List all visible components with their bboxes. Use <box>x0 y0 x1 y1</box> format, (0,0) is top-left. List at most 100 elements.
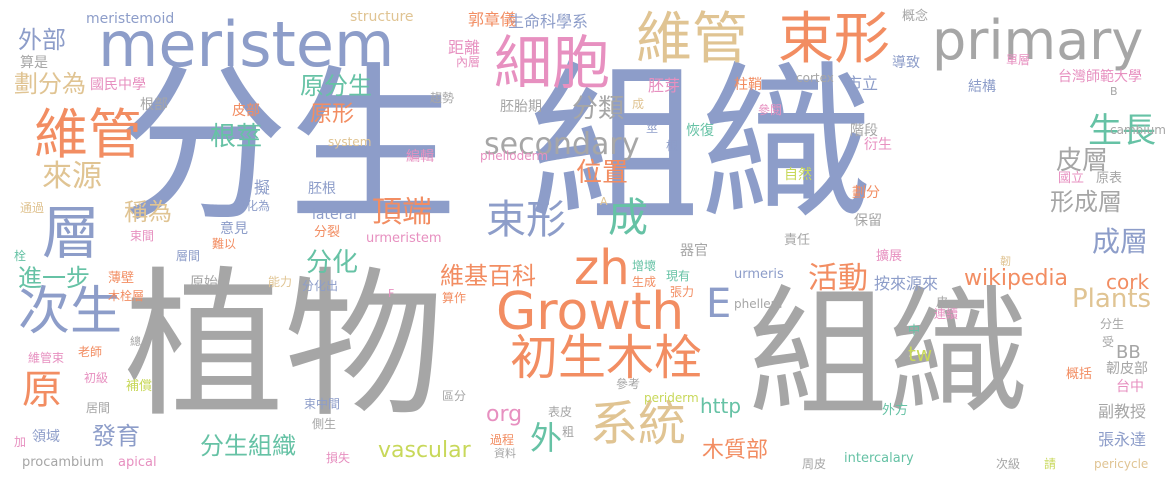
word: 表皮 <box>548 405 573 419</box>
word: wikipedia <box>964 266 1069 291</box>
word: 維基百科 <box>440 262 536 290</box>
word: secondary <box>484 127 640 162</box>
word: 位置 <box>576 158 629 188</box>
word: 原表 <box>1096 171 1123 186</box>
word: 韌 <box>1000 255 1011 268</box>
word: 成 <box>608 195 648 241</box>
word: Growth <box>496 282 685 342</box>
word: 皮部 <box>232 103 260 119</box>
word: zh <box>574 240 630 296</box>
word: 束形 <box>486 197 566 243</box>
word: 國立 <box>1058 171 1085 186</box>
word: 植物 <box>124 252 445 439</box>
word: 自然 <box>784 167 812 183</box>
word: 細胞 <box>494 29 611 97</box>
word: 木質部 <box>702 438 769 463</box>
word: 分生組織 <box>200 432 296 460</box>
word: 過程 <box>490 433 515 447</box>
word: urmeristem <box>366 231 442 246</box>
word: intercalary <box>844 451 914 466</box>
word: 木栓層 <box>108 289 145 303</box>
word: 根部 <box>140 97 168 113</box>
word: structure <box>350 9 414 25</box>
word: 請 <box>1044 457 1057 471</box>
word: 分裂 <box>314 225 341 240</box>
word: 原分生 <box>300 72 372 100</box>
word: 單層 <box>1006 53 1031 67</box>
word: 胚芽 <box>648 76 681 95</box>
word: 束中間 <box>304 397 341 411</box>
word: 加 <box>14 435 27 449</box>
word: 生成 <box>632 275 657 289</box>
word: 束形 <box>778 7 890 72</box>
word: org <box>486 402 523 427</box>
word: 根 <box>666 139 679 153</box>
word: BB <box>1116 342 1141 363</box>
word: 系統 <box>590 396 687 452</box>
word: 現有 <box>666 269 691 283</box>
word: 柱鞘 <box>734 77 762 93</box>
word: 維管 <box>636 7 748 72</box>
word: 副教授 <box>1098 402 1147 421</box>
word: 分化出 <box>302 279 339 293</box>
word: 台中 <box>1116 379 1144 395</box>
word: 參閱 <box>758 103 783 117</box>
word: B <box>1110 85 1118 98</box>
word: 外 <box>530 419 563 457</box>
word: 原始 <box>190 275 218 291</box>
word: 成層 <box>1092 225 1149 258</box>
word: 根莖 <box>210 122 263 152</box>
word: 來源 <box>42 159 102 194</box>
word: 劃分為 <box>14 70 86 98</box>
word: 中 <box>908 323 921 337</box>
word: 束間 <box>130 229 155 243</box>
word: 周皮 <box>802 457 827 471</box>
word: 次生 <box>18 282 123 342</box>
word: 成 <box>632 97 645 111</box>
word: 胚根 <box>308 181 336 197</box>
word: 資料 <box>494 447 516 460</box>
word: cortex <box>796 71 834 85</box>
word: 老師 <box>78 345 103 359</box>
word: 頂端 <box>372 195 432 230</box>
word: 維管 <box>34 103 142 166</box>
word: procambium <box>22 455 104 470</box>
word: phellem <box>734 297 783 311</box>
word: 衍生 <box>864 137 892 153</box>
word: 意見 <box>220 221 248 237</box>
word: 概念 <box>902 9 929 24</box>
word: meristem <box>98 8 395 81</box>
word: 維管束 <box>28 351 65 365</box>
word: 難以 <box>212 237 237 251</box>
word: 生長 <box>1088 111 1156 151</box>
word: 居間 <box>86 401 111 415</box>
word: 原形 <box>310 102 355 127</box>
word: 分化 <box>306 248 359 278</box>
word: pericycle <box>1094 457 1149 471</box>
word: 導致 <box>892 55 920 71</box>
word: 活動 <box>808 261 868 296</box>
word: 分生 <box>1100 317 1125 331</box>
word: apical <box>118 455 157 470</box>
word: 編輯 <box>406 149 434 165</box>
word: 趨勢 <box>430 91 455 105</box>
word: 分化為 <box>234 199 271 213</box>
word: urmeris <box>734 267 784 282</box>
word: 按來源來 <box>874 274 939 293</box>
word: primary <box>932 9 1144 72</box>
word: 器官 <box>680 243 708 259</box>
word: F <box>388 287 395 300</box>
word: 側生 <box>312 417 337 431</box>
word: 層 <box>42 199 101 267</box>
word: lateral <box>312 207 357 223</box>
word: 分生 <box>118 48 459 246</box>
word: 參考 <box>616 377 641 391</box>
word: 發育 <box>92 422 140 450</box>
word: 損失 <box>326 451 351 465</box>
word: 分類 <box>572 94 625 124</box>
word: periderm <box>644 391 699 405</box>
word: 皮 <box>936 295 949 309</box>
word: 外部 <box>18 26 66 54</box>
word: 內層 <box>456 55 481 69</box>
word: 距離 <box>448 38 481 57</box>
